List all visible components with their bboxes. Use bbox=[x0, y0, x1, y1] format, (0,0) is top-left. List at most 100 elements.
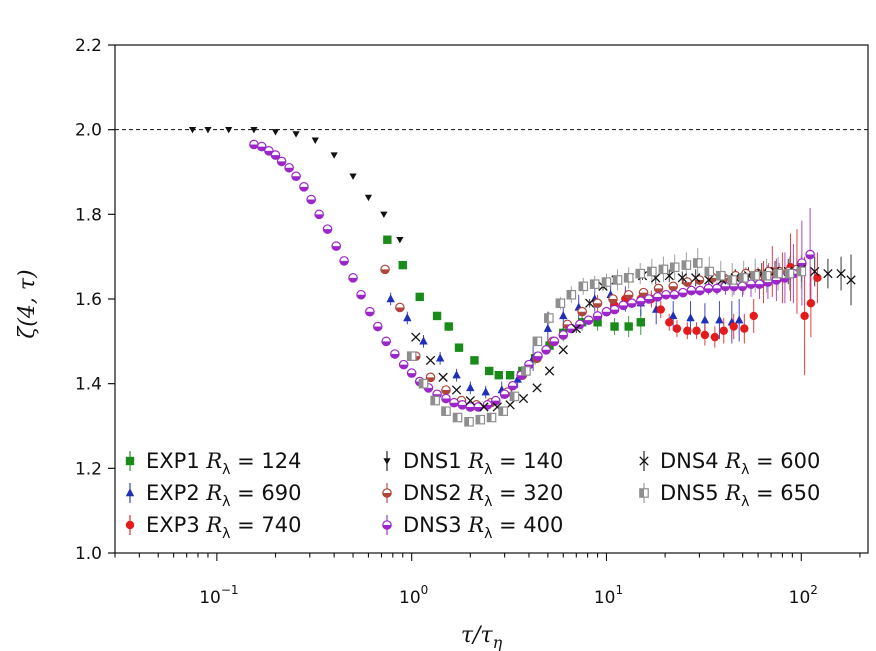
dns3-point bbox=[406, 368, 417, 378]
dns3-point bbox=[331, 241, 342, 251]
dns4-point bbox=[691, 273, 701, 283]
dns3-point bbox=[457, 400, 468, 410]
exp3-point bbox=[740, 324, 749, 333]
dns2-point bbox=[441, 385, 451, 395]
y-tick-label: 1.4 bbox=[75, 375, 102, 395]
exp3-point bbox=[665, 318, 674, 327]
exp1-point bbox=[593, 318, 602, 327]
dns3-point bbox=[465, 402, 476, 412]
marker-layer bbox=[188, 126, 856, 427]
exp1-point bbox=[432, 311, 442, 321]
dns3-point bbox=[797, 258, 807, 268]
dns3-point bbox=[627, 298, 637, 309]
exp1-point bbox=[383, 235, 392, 244]
dns1-point bbox=[311, 137, 319, 144]
exp3-point bbox=[719, 326, 728, 335]
dns3-point bbox=[270, 150, 281, 160]
exp3-point bbox=[806, 299, 816, 308]
dns5-point bbox=[704, 266, 715, 277]
dns3-point bbox=[507, 380, 518, 391]
legend-item-exp1: EXP1 Rλ = 124 bbox=[125, 449, 302, 478]
legend-item-dns1: DNS1 Rλ = 140 bbox=[383, 449, 563, 478]
dns5-point bbox=[612, 275, 623, 285]
legend-item-exp2: EXP2 Rλ = 690 bbox=[125, 481, 302, 510]
legend-item-dns5: DNS5 Rλ = 650 bbox=[639, 481, 820, 510]
dns3-point bbox=[541, 344, 551, 355]
dns5-point bbox=[738, 273, 749, 283]
dns1-point bbox=[349, 173, 357, 180]
dns5-point bbox=[623, 273, 634, 283]
dns5-point bbox=[555, 298, 566, 309]
legend-label-dns1: DNS1 Rλ = 140 bbox=[403, 449, 563, 478]
exp2-point bbox=[559, 311, 568, 320]
dns3-point bbox=[686, 285, 697, 296]
dns3-point bbox=[256, 141, 267, 152]
y-tick-label: 2.2 bbox=[75, 36, 102, 56]
dns3-point bbox=[372, 321, 383, 332]
dns5-point bbox=[544, 313, 554, 323]
dns3-point bbox=[441, 393, 451, 404]
exp1-point bbox=[545, 341, 554, 350]
x-tick-label: 100 bbox=[399, 583, 428, 608]
exp2-point bbox=[734, 315, 744, 324]
dns4-point bbox=[846, 275, 856, 285]
dns1-point bbox=[396, 237, 404, 244]
legend-item-exp3: EXP3 Rλ = 740 bbox=[125, 513, 302, 542]
y-tick-label: 1.0 bbox=[75, 544, 102, 564]
dns5-point bbox=[761, 270, 772, 281]
exp2-point bbox=[386, 294, 395, 303]
dns3-point bbox=[533, 351, 543, 361]
dns5-point bbox=[418, 378, 429, 389]
legend-label-exp2: EXP2 Rλ = 690 bbox=[146, 481, 302, 510]
legend-marker-dns4 bbox=[639, 456, 649, 466]
dns5-point bbox=[532, 336, 543, 347]
legend-label-dns2: DNS2 Rλ = 320 bbox=[403, 481, 563, 510]
dns3-point bbox=[695, 285, 705, 296]
dns5-point bbox=[441, 406, 451, 416]
dns3-point bbox=[737, 281, 748, 292]
dns2-point bbox=[608, 294, 618, 304]
legend-label-exp1: EXP1 Rλ = 124 bbox=[146, 449, 302, 478]
dns5-point bbox=[669, 262, 680, 273]
dns5-point bbox=[475, 414, 486, 425]
legend-item-dns2: DNS2 Rλ = 320 bbox=[382, 481, 563, 510]
dns3-point bbox=[381, 336, 391, 347]
exp3-point bbox=[672, 324, 682, 333]
dns5-point bbox=[647, 266, 657, 277]
dns4-point bbox=[823, 268, 833, 279]
legend-marker-dns2 bbox=[382, 488, 392, 498]
exp1-point bbox=[505, 371, 515, 380]
dns4-point bbox=[532, 383, 542, 393]
dns5-point bbox=[498, 406, 508, 416]
dns3-point bbox=[398, 359, 409, 370]
dns2-point bbox=[395, 302, 405, 313]
exp1-point bbox=[636, 318, 645, 327]
legend-label-dns4: DNS4 Rλ = 600 bbox=[660, 449, 820, 478]
dns5-point bbox=[784, 268, 795, 279]
exp3-point bbox=[683, 326, 692, 335]
dns3-point bbox=[558, 330, 569, 340]
dns3-point bbox=[592, 311, 603, 321]
x-tick-label: 10−1 bbox=[199, 583, 238, 608]
y-tick-label: 2.0 bbox=[75, 121, 102, 141]
dns5-point bbox=[681, 260, 692, 270]
dns3-point bbox=[449, 397, 459, 408]
legend-marker-dns5 bbox=[639, 488, 649, 498]
exp2-point bbox=[466, 383, 475, 392]
dns3-point bbox=[644, 294, 654, 304]
dns3-point bbox=[423, 383, 434, 393]
dns3-point bbox=[284, 162, 294, 173]
dns5-point bbox=[521, 366, 531, 376]
dns3-point bbox=[549, 336, 560, 347]
dns3-point bbox=[473, 402, 484, 412]
x-tick-label: 102 bbox=[789, 583, 818, 608]
exp1-point bbox=[470, 356, 479, 365]
legend: EXP1 Rλ = 124 EXP2 Rλ = 690 EXP3 Rλ = 740 D… bbox=[125, 449, 820, 542]
exp2-point bbox=[403, 313, 412, 322]
legend-item-dns3: DNS3 Rλ = 400 bbox=[382, 513, 563, 542]
dns2-point bbox=[668, 281, 678, 292]
legend-marker-exp3 bbox=[125, 520, 135, 530]
dns1-point bbox=[292, 131, 300, 138]
y-axis-title: ζ(4, τ) bbox=[15, 269, 40, 338]
dns1-point bbox=[250, 126, 258, 134]
